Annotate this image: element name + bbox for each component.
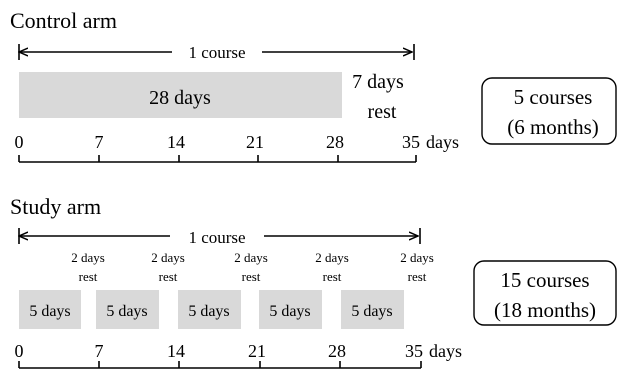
study-axis-unit: days [429, 341, 462, 361]
study-rest-line1: 2 days [151, 250, 185, 265]
study-tick-label: 14 [167, 341, 185, 361]
control-treatment-label: 28 days [149, 87, 211, 109]
control-axis-unit: days [426, 132, 459, 152]
study-block-label: 5 days [188, 303, 229, 320]
study-treatment-block [96, 290, 159, 329]
study-treatment-block [259, 290, 322, 329]
study-treatment-block [19, 290, 81, 329]
control-arm-title: Control arm [10, 8, 117, 33]
control-course-label: 1 course [188, 43, 245, 62]
study-block-label: 5 days [351, 303, 392, 320]
study-treatment-block [341, 290, 404, 329]
control-summary-line2: (6 months) [507, 115, 599, 139]
control-tick-label: 28 [326, 132, 344, 152]
control-tick-label: 35 [402, 132, 420, 152]
study-tick-label: 0 [15, 341, 24, 361]
control-axis: 0 7 14 21 28 35 days [15, 132, 459, 163]
study-rest-line1: 2 days [315, 250, 349, 265]
study-rest-line2: rest [323, 269, 342, 284]
control-rest-line2: rest [368, 101, 397, 123]
control-treatment-bar [19, 72, 342, 118]
control-tick-label: 7 [95, 132, 104, 152]
study-treatment-block [178, 290, 241, 329]
study-rest-line2: rest [408, 269, 427, 284]
study-summary-box [473, 260, 617, 326]
study-tick-label: 28 [328, 341, 346, 361]
control-arm: Control arm 1 course 28 days 7 days rest… [10, 8, 617, 163]
study-tick-label: 7 [95, 341, 104, 361]
study-summary-line2: (18 months) [494, 298, 596, 322]
study-course-label: 1 course [188, 228, 245, 247]
control-summary-box [481, 77, 617, 145]
control-rest-line1: 7 days [352, 71, 404, 93]
study-rest-line2: rest [159, 269, 178, 284]
study-arm: Study arm 1 course 2 days rest 2 days re… [10, 194, 617, 369]
study-rest-line2: rest [242, 269, 261, 284]
study-block-label: 5 days [269, 303, 310, 320]
control-tick-label: 0 [15, 132, 24, 152]
study-rest-line1: 2 days [71, 250, 105, 265]
study-tick-label: 35 [405, 341, 423, 361]
study-summary-line1: 15 courses [500, 268, 589, 292]
study-tick-label: 21 [248, 341, 266, 361]
study-rest-line1: 2 days [400, 250, 434, 265]
study-axis: 0 7 14 21 28 35 days [15, 341, 462, 369]
study-block-label: 5 days [106, 303, 147, 320]
study-block-label: 5 days [29, 303, 70, 320]
study-rest-line1: 2 days [234, 250, 268, 265]
study-arm-title: Study arm [10, 194, 101, 219]
control-tick-label: 21 [246, 132, 264, 152]
control-tick-label: 14 [167, 132, 185, 152]
control-summary-line1: 5 courses [514, 85, 593, 109]
study-rest-line2: rest [79, 269, 98, 284]
